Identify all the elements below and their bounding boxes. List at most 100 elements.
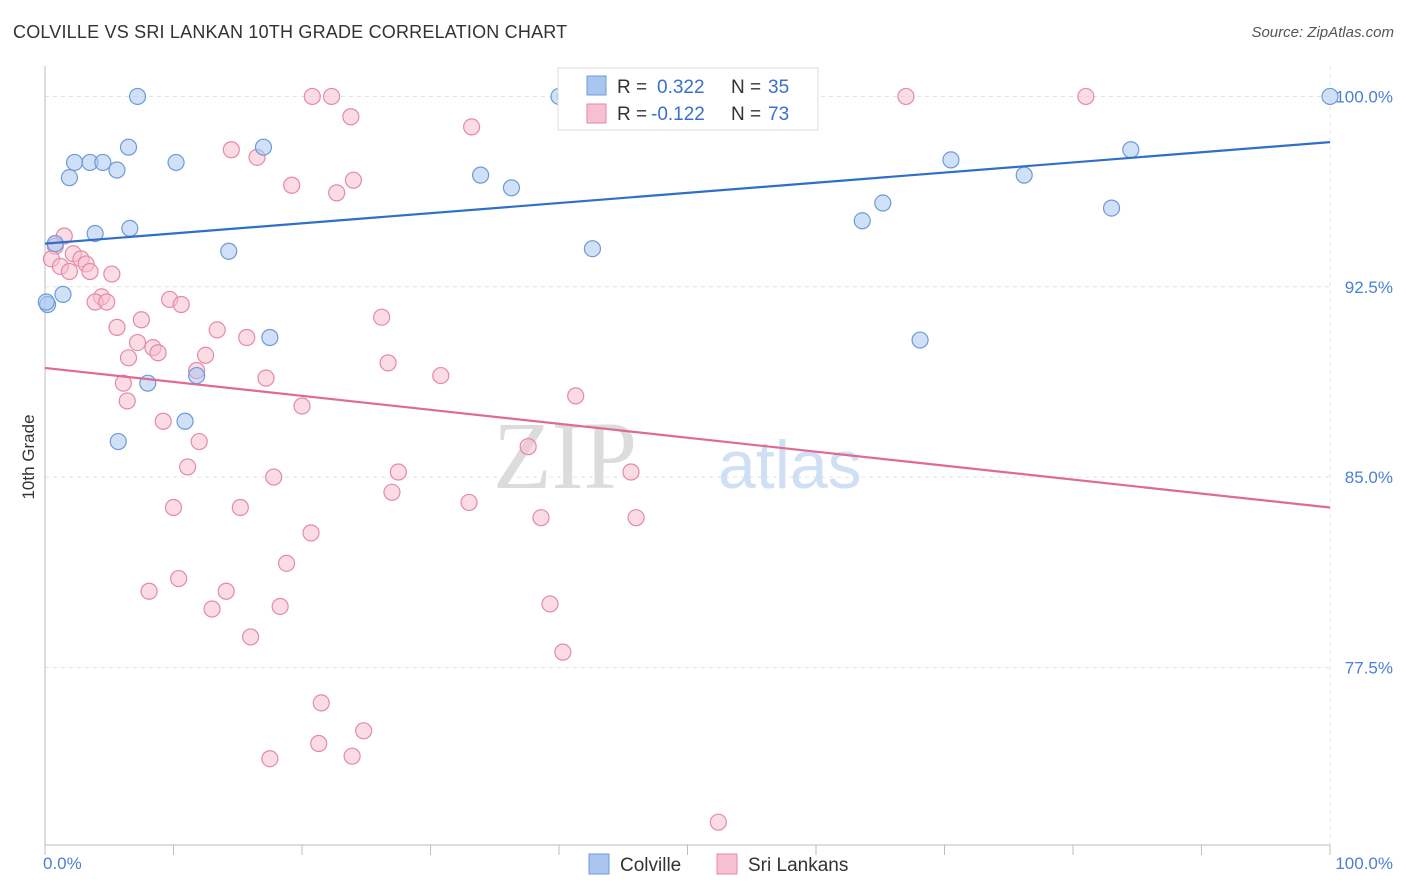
sri-lankans-point-0 (303, 87, 321, 106)
x-tick-label-0: 0.0% (43, 854, 82, 873)
sri-lankans-point-25 (172, 295, 190, 314)
colville-point-30 (188, 366, 206, 385)
legend-r-label-1: R = (617, 77, 647, 98)
watermark-atlas: atlas (718, 427, 862, 503)
legend-swatch-sri-lankans (586, 103, 607, 124)
legend-n-label-1: N = (731, 77, 761, 98)
colville-point-6 (254, 138, 273, 156)
colville-point-18 (874, 194, 892, 212)
bottom-legend-sri-lankans: Sri Lankans (748, 855, 848, 876)
colville-point-12 (942, 151, 960, 169)
sri-lankans-point-61 (217, 582, 235, 600)
bottom-swatch-colville (588, 853, 610, 875)
sri-lankans-point-20 (103, 265, 121, 283)
bottom-swatch-sri-lankans (716, 853, 738, 875)
legend-top: R = 0.322 N = 35 R = -0.122 N = 73 (557, 67, 819, 131)
legend-r-value-2: -0.122 (651, 104, 705, 125)
sri-lankans-point-55 (532, 509, 550, 527)
colville-point-26 (54, 285, 72, 303)
chart-title: COLVILLE VS SRI LANKAN 10TH GRADE CORREL… (13, 22, 568, 42)
colville-point-29 (911, 331, 929, 349)
sri-lankans-point-71 (343, 747, 361, 765)
colville-point-24 (220, 242, 238, 260)
sri-lankans-point-19 (81, 262, 99, 281)
sri-lankans-point-72 (709, 813, 727, 831)
sri-lankans-point-67 (312, 694, 330, 712)
source-label: Source: ZipAtlas.com (1251, 24, 1394, 41)
y-axis-title: 10th Grade (19, 414, 38, 499)
colville-point-16 (1015, 166, 1033, 184)
sri-lankans-point-45 (190, 432, 208, 451)
sri-lankans-point-63 (203, 600, 221, 618)
colville-point-17 (502, 179, 521, 197)
sri-lankans-point-68 (355, 722, 373, 740)
sri-lankans-point-54 (231, 498, 249, 517)
sri-lankans-point-39 (432, 366, 450, 385)
sri-lankans-point-62 (541, 595, 559, 613)
colville-point-35 (37, 293, 55, 311)
y-tick-labels: 100.0% 92.5% 85.0% 77.5% (1335, 87, 1393, 677)
watermark: ZIP atlas (493, 402, 862, 509)
sri-lankans-point-6 (222, 141, 240, 159)
sri-lankans-point-51 (383, 483, 401, 501)
sri-lankans-point-52 (460, 493, 478, 512)
sri-lankans-point-70 (261, 750, 279, 768)
y-tick-label-1: 92.5% (1345, 278, 1393, 297)
sri-lankans-point-28 (108, 318, 126, 336)
sri-lankans-trend-line (44, 366, 1331, 509)
sri-lankans-point-43 (293, 397, 311, 415)
y-tick-label-2: 85.0% (1345, 468, 1393, 487)
legend-n-value-1: 35 (768, 77, 789, 98)
sri-lankans-point-38 (257, 369, 275, 387)
sri-lankans-point-47 (179, 458, 197, 476)
colville-point-19 (1102, 199, 1121, 217)
sri-lankans-point-8 (344, 171, 362, 189)
sri-lankans-point-33 (149, 344, 167, 362)
sri-lankans-point-64 (271, 597, 289, 616)
sri-lankans-point-26 (132, 311, 150, 329)
y-tick-label-3: 77.5% (1345, 658, 1393, 677)
sri-lankans-points (42, 87, 1095, 831)
legend-r-label-2: R = (617, 104, 647, 125)
sri-lankans-point-40 (114, 374, 132, 392)
sri-lankans-point-46 (519, 438, 537, 456)
sri-lankans-point-1 (322, 87, 341, 106)
x-tick-label-1: 100.0% (1335, 854, 1393, 873)
colville-point-4 (1321, 87, 1339, 106)
sri-lankans-point-9 (283, 176, 301, 194)
sri-lankans-point-59 (170, 569, 188, 588)
colville-point-8 (65, 153, 84, 172)
colville-trend-line (44, 141, 1331, 245)
x-tick-labels: 0.0% 100.0% (43, 854, 1393, 873)
colville-point-15 (472, 166, 490, 184)
colville-point-22 (86, 224, 104, 243)
sri-lankans-point-65 (242, 628, 260, 646)
colville-point-32 (176, 412, 194, 430)
y-tick-label-0: 100.0% (1335, 87, 1393, 106)
legend-n-value-2: 73 (768, 104, 789, 125)
colville-point-10 (94, 153, 112, 172)
legend-swatch-colville (586, 75, 607, 96)
sri-lankans-point-58 (277, 554, 296, 572)
sri-lankans-point-66 (554, 643, 572, 661)
sri-lankans-point-5 (463, 118, 481, 136)
sri-lankans-point-30 (238, 328, 256, 347)
colville-point-21 (121, 219, 139, 237)
sri-lankans-point-23 (98, 293, 116, 311)
sri-lankans-point-48 (265, 468, 283, 486)
bottom-legend-colville: Colville (620, 855, 681, 876)
sri-lankans-point-36 (379, 354, 397, 372)
sri-lankans-point-34 (197, 346, 215, 364)
sri-lankans-point-50 (622, 463, 640, 481)
sri-lankans-point-31 (128, 333, 147, 352)
sri-lankans-point-44 (154, 412, 172, 430)
sri-lankans-point-10 (328, 184, 346, 202)
legend-n-label-2: N = (731, 104, 761, 125)
sri-lankans-point-18 (60, 262, 79, 281)
sri-lankans-point-49 (389, 463, 407, 481)
sri-lankans-point-42 (118, 392, 136, 410)
colville-point-13 (108, 161, 126, 179)
legend-bottom: Colville Sri Lankans (588, 853, 848, 876)
colville-point-0 (128, 87, 147, 106)
